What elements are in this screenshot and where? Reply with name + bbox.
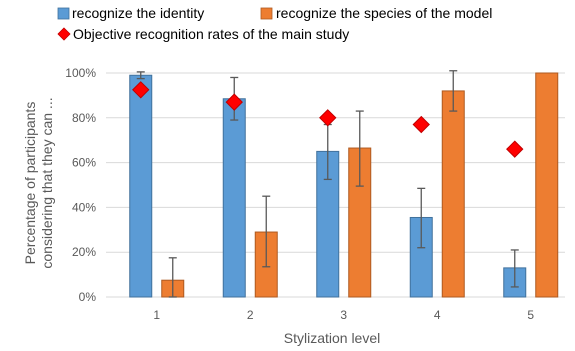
y-axis-title: Percentage of participants considering t… [22, 97, 55, 268]
bar-species [535, 72, 559, 298]
bar-identity [222, 98, 246, 298]
x-tick-label: 4 [434, 308, 441, 322]
legend-swatch-species [260, 7, 273, 20]
y-tick-label: 80% [72, 111, 96, 125]
objective-marker [319, 109, 337, 127]
objective-marker [225, 93, 243, 111]
objective-marker [132, 81, 150, 99]
y-axis-title-line-2: considering that they can ... [39, 97, 55, 268]
y-tick-label: 40% [72, 200, 96, 214]
x-tick-label: 3 [340, 308, 347, 322]
y-tick-labels: 0% 20% 40% 60% 80% 100% [65, 66, 96, 304]
y-axis-title-line-1: Percentage of participants [22, 102, 38, 265]
legend-swatch-identity [57, 7, 70, 20]
x-tick-labels: 1 2 3 4 5 [153, 308, 534, 322]
legend-label-identity: recognize the identity [72, 5, 204, 21]
y-tick-label: 0% [79, 290, 97, 304]
y-tick-label: 20% [72, 245, 96, 259]
x-axis-title: Stylization level [284, 330, 381, 346]
objective-marker [506, 140, 524, 158]
bars [129, 72, 559, 298]
legend-diamond-marker [57, 27, 71, 41]
legend-label-species: recognize the species of the model [276, 5, 492, 21]
bar-species [441, 90, 465, 298]
legend: recognize the identity recognize the spe… [57, 5, 492, 42]
bar-identity [129, 74, 153, 298]
objective-markers [132, 81, 524, 158]
x-tick-label: 1 [153, 308, 160, 322]
x-tick-label: 2 [247, 308, 254, 322]
objective-marker [412, 115, 430, 134]
legend-label-objective: Objective recognition rates of the main … [73, 26, 349, 42]
y-tick-label: 60% [72, 156, 96, 170]
y-tick-label: 100% [65, 66, 96, 80]
x-tick-label: 5 [527, 308, 534, 322]
